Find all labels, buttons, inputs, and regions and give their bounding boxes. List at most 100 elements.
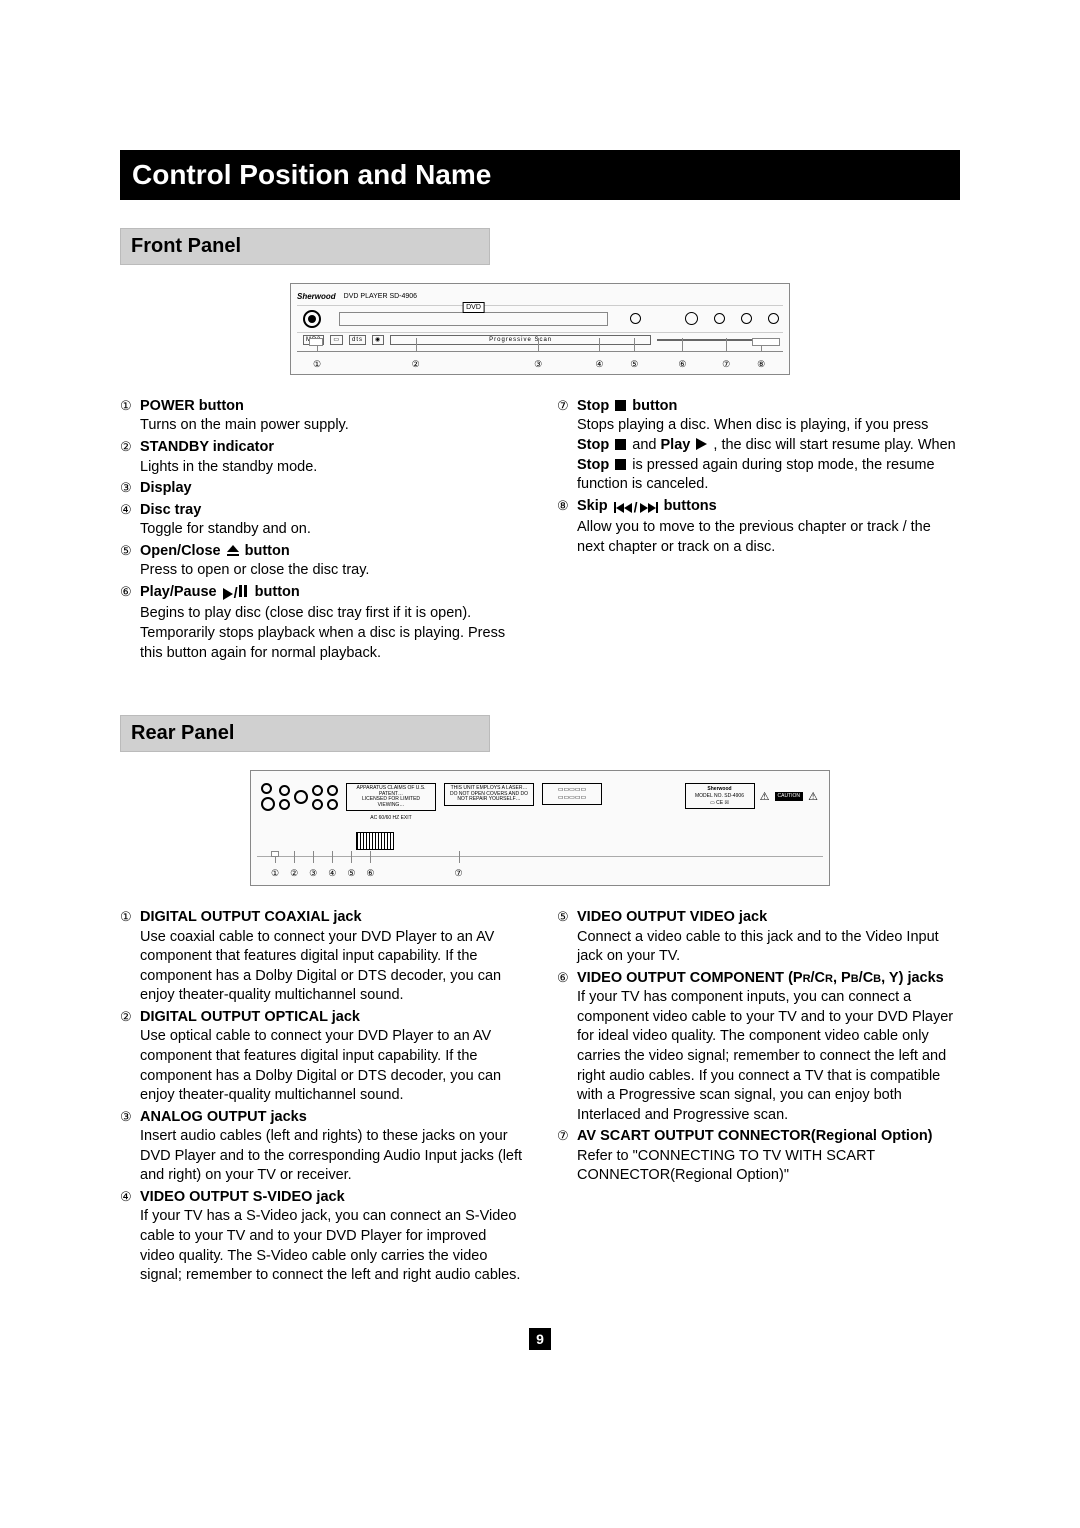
stop-icon [615,439,626,450]
item-title: VIDEO OUTPUT VIDEO jack [577,908,960,928]
item-num: ⑥ [557,969,577,1126]
item-title: DIGITAL OUTPUT OPTICAL jack [140,1008,523,1028]
item-title: STANDBY indicator [140,438,523,458]
rcallout-4: ④ [328,868,336,878]
rcallout-2: ② [290,868,298,878]
jack-optical [261,797,275,811]
warn-text-1: APPARATUS CLAIMS OF U.S. PATENT…LICENSED… [346,783,436,811]
play-pause-icon: / [223,584,249,604]
front-panel-descriptions: ① POWER button Turns on the main power s… [120,397,960,665]
callout-7: ⑦ [722,359,730,369]
item-desc: Begins to play disc (close disc tray fir… [140,604,523,663]
callout-1: ① [313,359,321,369]
front-panel-diagram: Sherwood DVD PLAYER SD-4906 DVD MP3 ▭ dt… [120,283,960,375]
item-title: DIGITAL OUTPUT COAXIAL jack [140,908,523,928]
diagram-power-button [303,310,321,328]
callout-3: ③ [534,359,542,369]
rear-panel-diagram: APPARATUS CLAIMS OF U.S. PATENT…LICENSED… [120,770,960,886]
item-desc: Press to open or close the disc tray. [140,561,523,581]
item-num: ① [120,397,140,436]
jack-comp-pb [327,785,338,796]
item-title: Skip / buttons [577,497,960,519]
callout-8: ⑧ [757,359,765,369]
item-num: ② [120,438,140,477]
page-title-bar: Control Position and Name [120,150,960,200]
caution-label: CAUTION [775,792,804,801]
diagram-btn-open [630,313,641,324]
shock-triangle-icon: ⚠ [807,790,819,802]
item-title: Stop button [577,397,960,417]
item-num: ④ [120,1188,140,1286]
item-title: Open/Close button [140,542,523,562]
rcallout-6: ⑥ [366,868,374,878]
item-desc: Connect a video cable to this jack and t… [577,928,960,967]
rcallout-5: ⑤ [347,868,355,878]
logo-dts: dts [349,335,366,345]
play-icon [696,438,707,450]
item-desc: If your TV has a S-Video jack, you can c… [140,1207,523,1285]
item-num: ③ [120,1108,140,1186]
diagram-btn-next [768,313,779,324]
logo-cd: ◉ [372,335,384,345]
page-number: 9 [529,1328,551,1350]
item-title: Play/Pause / button [140,583,523,605]
item-desc: Turns on the main power supply. [140,416,523,436]
diagram-brand: Sherwood [297,292,336,303]
item-desc: Insert audio cables (left and rights) to… [140,1127,523,1186]
item-title: POWER button [140,397,523,417]
skip-icon: / [614,498,658,519]
front-panel-heading: Front Panel [120,228,490,265]
vent-icon [356,832,394,850]
warn-text-2: THIS UNIT EMPLOYS A LASER…DO NOT OPEN CO… [444,783,534,806]
jack-video [312,785,323,796]
rcallout-1: ① [271,868,279,878]
item-desc: Stops playing a disc. When disc is playi… [577,416,960,494]
callout-6: ⑥ [678,359,686,369]
item-num: ⑤ [120,542,140,581]
jack-analog-r [279,799,290,810]
stop-icon [615,400,626,411]
rear-panel-heading: Rear Panel [120,715,490,752]
item-num: ⑦ [557,1127,577,1186]
item-num: ⑥ [120,583,140,663]
callout-4: ④ [595,359,603,369]
item-num: ① [120,908,140,1006]
callout-2: ② [412,359,420,369]
item-title: VIDEO OUTPUT S-VIDEO jack [140,1188,523,1208]
item-title: VIDEO OUTPUT COMPONENT (PR/CR, PB/CB, Y)… [577,969,960,989]
item-num: ② [120,1008,140,1106]
diagram-progressive: Progressive Scan [390,335,651,345]
warning-triangle-icon: ⚠ [759,790,771,802]
jack-comp-y [312,799,323,810]
item-title: AV SCART OUTPUT CONNECTOR(Regional Optio… [577,1127,960,1147]
scart-connector: ▭▭▭▭▭▭▭▭▭▭ [542,783,602,805]
diagram-btn-play [685,312,698,325]
jack-svideo [294,790,308,804]
item-desc: Refer to "CONNECTING TO TV WITH SCART CO… [577,1147,960,1186]
rear-col-right: ⑤ VIDEO OUTPUT VIDEO jack Connect a vide… [557,908,960,1288]
item-num: ③ [120,479,140,499]
diagram-btn-stop [714,313,725,324]
rcallout-3: ③ [309,868,317,878]
rcallout-7: ⑦ [454,868,462,878]
jack-coaxial [261,783,272,794]
rear-panel-descriptions: ① DIGITAL OUTPUT COAXIAL jack Use coaxia… [120,908,960,1288]
item-num: ④ [120,501,140,540]
item-desc: Allow you to move to the previous chapte… [577,518,960,557]
jack-analog-l [279,785,290,796]
callout-5: ⑤ [630,359,638,369]
item-desc: If your TV has component inputs, you can… [577,988,960,1125]
item-title: Display [140,479,523,499]
item-desc: Use optical cable to connect your DVD Pl… [140,1027,523,1105]
item-desc: Use coaxial cable to connect your DVD Pl… [140,928,523,1006]
item-num: ⑦ [557,397,577,495]
item-desc: Lights in the standby mode. [140,458,523,478]
item-num: ⑤ [557,908,577,967]
item-desc: Toggle for standby and on. [140,520,523,540]
diagram-btn-prev [741,313,752,324]
diagram-dvd-logo: DVD [462,302,485,313]
front-col-right: ⑦ Stop button Stops playing a disc. When… [557,397,960,665]
item-num: ⑧ [557,497,577,558]
item-title: Disc tray [140,501,523,521]
rear-col-left: ① DIGITAL OUTPUT COAXIAL jack Use coaxia… [120,908,523,1288]
